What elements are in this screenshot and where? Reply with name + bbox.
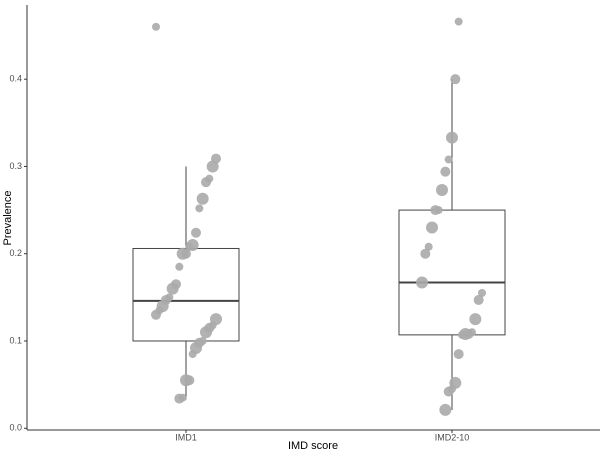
y-tick-label: 0.4 [9,74,22,84]
point [453,349,464,360]
point [152,22,160,31]
point [440,166,451,177]
y-axis-title: Prevalence [2,190,14,245]
point [478,288,486,297]
point [446,131,458,144]
y-tick-label: 0.1 [9,335,22,345]
point [200,326,212,339]
point [424,242,433,251]
box [132,247,240,342]
box [398,209,506,336]
point [201,177,211,188]
point [458,330,466,339]
point [176,247,189,260]
point [454,17,463,26]
y-tick-label: 0.3 [9,161,22,171]
y-tick-label: 0.0 [9,423,22,433]
point [195,204,204,213]
point [174,393,185,404]
point [436,184,448,197]
point [175,262,184,271]
x-axis-title: IMD score [288,440,338,452]
point [444,155,453,164]
point [151,309,161,320]
x-tick-label: IMD1 [175,432,197,442]
point [166,282,179,295]
point [473,294,484,305]
point [196,192,209,205]
point [416,276,428,289]
point [439,403,452,416]
point [180,374,192,387]
point [430,205,441,216]
y-tick-label: 0.2 [9,248,22,258]
point [420,248,431,259]
point [469,313,482,326]
point [185,242,194,251]
point [443,386,454,397]
point [450,74,461,85]
x-tick-label: IMD2-10 [435,432,470,442]
point [426,221,438,234]
point [188,350,197,359]
point [191,227,201,238]
point [206,160,219,173]
